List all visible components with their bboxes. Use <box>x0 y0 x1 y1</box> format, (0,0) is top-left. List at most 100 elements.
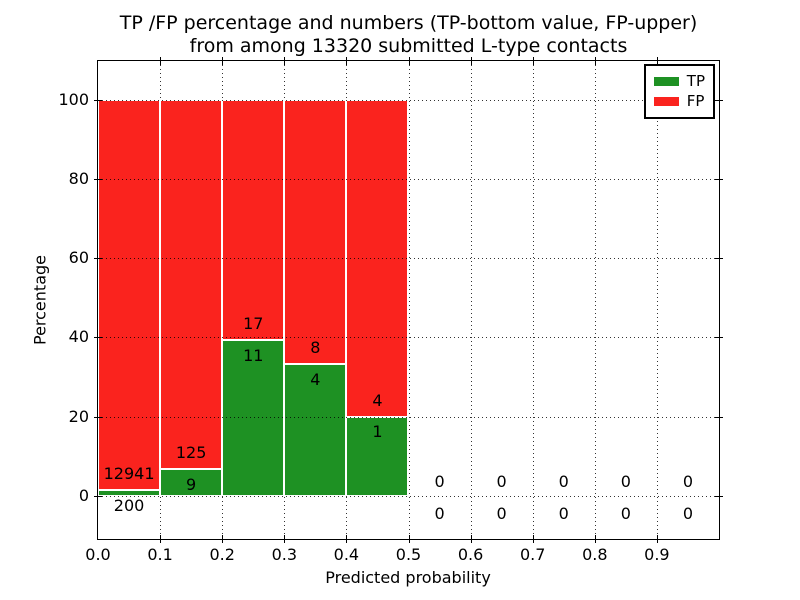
x-tickmark-top <box>284 57 286 65</box>
tp-count-label: 0 <box>682 503 694 523</box>
x-tickmark-top <box>222 57 224 65</box>
x-tick-label: 0.1 <box>147 545 173 564</box>
y-tickmark-right <box>715 416 723 418</box>
tp-count-label: 1 <box>372 422 383 442</box>
legend-row: TP <box>653 72 705 90</box>
vertical-gridline <box>594 61 596 539</box>
x-tickmark-top <box>160 57 162 65</box>
vertical-gridline <box>470 61 472 539</box>
y-tickmark-right <box>715 179 723 180</box>
x-tick-label: 0.7 <box>519 545 546 564</box>
fp-count-label: 0 <box>434 471 445 491</box>
x-tickmark-bottom <box>222 535 224 543</box>
x-tickmark-top <box>656 57 658 65</box>
legend-row: FP <box>653 92 705 110</box>
x-tickmark-bottom <box>594 535 596 543</box>
legend-swatch-fp <box>653 97 679 106</box>
fp-count-label: 125 <box>175 443 207 463</box>
bar-segment-fp <box>222 99 285 341</box>
y-tick-label: 100 <box>58 89 89 109</box>
horizontal-gridline <box>98 337 719 339</box>
y-tick-label: 60 <box>68 248 89 268</box>
legend: TP FP <box>643 64 715 119</box>
x-tick-label: 0.8 <box>582 545 608 564</box>
vertical-gridline <box>532 61 534 539</box>
fp-count-label: 0 <box>682 471 694 491</box>
horizontal-gridline <box>98 258 719 260</box>
fp-count-label: 0 <box>558 471 569 491</box>
x-tickmark-bottom <box>284 535 286 543</box>
x-tick-label: 0.3 <box>271 545 298 564</box>
tp-count-label: 4 <box>310 369 321 389</box>
x-tickmark-top <box>532 57 534 65</box>
y-tickmark-left <box>94 179 102 180</box>
y-tickmark-right <box>715 495 723 497</box>
y-tickmark-right <box>715 99 723 101</box>
y-tickmark-left <box>94 337 102 339</box>
bar-segment-tp <box>98 489 161 496</box>
fp-count-label: 4 <box>372 390 383 410</box>
bar-segment-fp <box>346 99 409 417</box>
y-tick-label: 0 <box>78 485 89 505</box>
x-tickmark-top <box>594 57 596 65</box>
x-tickmark-top <box>470 57 472 65</box>
x-axis-label: Predicted probability <box>325 568 491 587</box>
y-tick-label: 20 <box>68 406 89 426</box>
y-tick-label: 40 <box>68 327 89 347</box>
bar-segment-tp <box>160 469 223 496</box>
x-tickmark-bottom <box>346 535 348 543</box>
x-tick-label: 0.9 <box>644 545 670 564</box>
x-tickmark-bottom <box>532 535 534 543</box>
horizontal-gridline <box>98 99 719 101</box>
y-tickmark-left <box>94 495 102 497</box>
x-tick-label: 0.0 <box>85 545 111 564</box>
x-tickmark-top <box>408 57 410 65</box>
bar-segment-tp <box>222 340 285 496</box>
y-tickmark-right <box>715 258 723 260</box>
x-tickmark-bottom <box>160 535 162 543</box>
fp-count-label: 8 <box>310 337 321 357</box>
bar-segment-fp <box>98 99 161 490</box>
bar-segment-fp <box>160 99 223 470</box>
fp-count-label: 0 <box>496 471 507 491</box>
horizontal-gridline <box>98 416 719 418</box>
legend-label: TP <box>686 72 705 90</box>
legend-label: FP <box>686 92 705 110</box>
x-tick-label: 0.5 <box>395 545 422 564</box>
chart-title: TP /FP percentage and numbers (TP-bottom… <box>97 12 720 58</box>
x-tick-label: 0.6 <box>457 545 484 564</box>
vertical-gridline <box>656 61 658 539</box>
x-tickmark-top <box>346 57 348 65</box>
horizontal-gridline <box>98 495 719 497</box>
bar-segment-tp <box>346 416 409 496</box>
x-tickmark-bottom <box>656 535 658 543</box>
fp-count-label: 17 <box>243 314 264 334</box>
x-tickmark-bottom <box>470 535 472 543</box>
tp-count-label: 0 <box>496 503 507 523</box>
tp-count-label: 0 <box>558 503 569 523</box>
y-tickmark-left <box>94 99 102 101</box>
tp-count-label: 11 <box>243 346 264 366</box>
chart-title-line1: TP /FP percentage and numbers (TP-bottom… <box>119 12 698 34</box>
tp-count-label: 0 <box>434 503 445 523</box>
bar-segment-tp <box>284 363 347 496</box>
x-tick-label: 0.4 <box>333 545 360 564</box>
tp-count-label: 200 <box>113 495 145 515</box>
x-tickmark-bottom <box>408 535 410 543</box>
tp-count-label: 0 <box>620 503 631 523</box>
legend-swatch-tp <box>653 77 679 86</box>
fp-count-label: 0 <box>620 471 631 491</box>
bar-segment-fp <box>284 99 347 364</box>
horizontal-gridline <box>98 179 719 180</box>
y-tickmark-left <box>94 416 102 418</box>
plot-area: TP FP 12941 200 125 9 17 11 8 4 4 1 0 0 0 0 0 0 0 0 0 0 <box>94 57 723 543</box>
x-tick-label: 0.2 <box>209 545 235 564</box>
y-tick-label: 80 <box>68 169 89 188</box>
tp-count-label: 9 <box>186 475 197 495</box>
chart-title-line2: from among 13320 submitted L-type contac… <box>189 35 628 57</box>
vertical-gridline <box>408 61 410 539</box>
fp-count-label: 12941 <box>103 463 155 483</box>
y-tickmark-right <box>715 337 723 339</box>
y-tickmark-left <box>94 258 102 260</box>
